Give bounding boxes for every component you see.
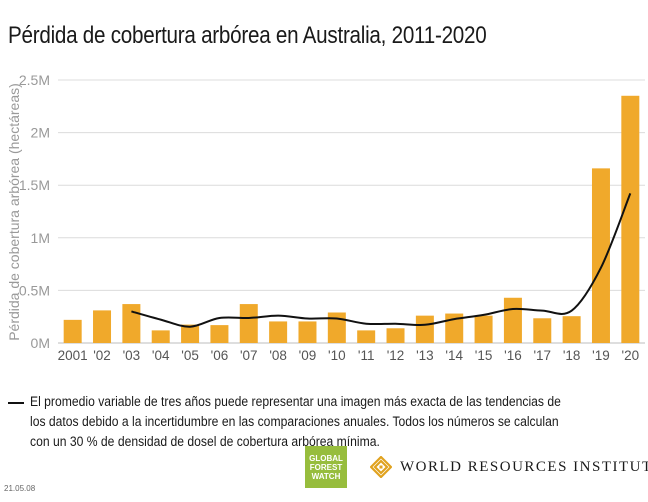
y-tick-label: 1.5M: [19, 177, 50, 193]
bar: [474, 315, 493, 343]
moving-average-line: [131, 193, 632, 328]
legend-text: El promedio variable de tres años puede …: [30, 394, 561, 449]
y-tick-label: 2M: [31, 125, 50, 141]
bar: [210, 325, 229, 343]
bar: [122, 304, 141, 343]
x-tick-label: '10: [328, 348, 346, 363]
chart-title: Pérdida de cobertura arbórea en Australi…: [8, 22, 487, 49]
bar: [357, 330, 376, 343]
x-tick-label: '15: [475, 348, 493, 363]
gfw-logo-line-3: WATCH: [311, 471, 341, 481]
wri-logo[interactable]: WORLD RESOURCES INSTITUTE: [370, 456, 648, 478]
x-tick-label: '11: [358, 348, 375, 363]
x-tick-label: '07: [240, 348, 258, 363]
bar: [269, 321, 288, 343]
x-tick-label: '04: [152, 348, 170, 363]
y-tick-label: 0M: [31, 335, 50, 351]
x-tick-label: '14: [445, 348, 463, 363]
y-tick-label: 0.5M: [19, 282, 50, 298]
x-tick-label: '16: [504, 348, 522, 363]
bar: [151, 330, 170, 343]
bar: [298, 321, 317, 343]
y-tick-label: 1M: [31, 230, 50, 246]
x-tick-label: '06: [211, 348, 229, 363]
x-tick-label: '12: [387, 348, 405, 363]
wri-logo-text: WORLD RESOURCES INSTITUTE: [400, 458, 648, 475]
x-tick-label: '13: [416, 348, 434, 363]
x-tick-label: '19: [592, 348, 610, 363]
gridlines: [58, 79, 645, 344]
x-tick-label: '20: [622, 348, 640, 363]
x-tick-label: '09: [299, 348, 317, 363]
bar: [562, 316, 581, 343]
bar: [93, 310, 112, 343]
y-axis-label: Pérdida de cobertura arbórea (hectáreas): [6, 83, 22, 341]
tree-cover-loss-chart: 0M 0.5M 1M 1.5M 2M 2.5M 2001 '02 '03 '04 '05 '06 '0…: [6, 72, 645, 363]
x-tick-label: 2001: [58, 348, 88, 363]
bar: [415, 315, 434, 343]
x-tick-label: '02: [93, 348, 111, 363]
bar-series: [63, 95, 640, 343]
bar: [386, 328, 405, 343]
wri-emblem-icon: [370, 456, 392, 478]
y-axis-ticks: 0M 0.5M 1M 1.5M 2M 2.5M: [19, 72, 50, 351]
bar: [63, 319, 82, 343]
bar: [503, 297, 522, 343]
bar: [327, 312, 346, 343]
date-stamp: 21.05.08: [4, 484, 36, 493]
x-tick-label: '08: [269, 348, 287, 363]
x-tick-label: '18: [563, 348, 581, 363]
global-forest-watch-logo[interactable]: GLOBAL FOREST WATCH: [305, 446, 347, 488]
bar: [533, 318, 552, 343]
gfw-logo-line-1: GLOBAL: [309, 453, 343, 463]
x-axis-ticks: 2001 '02 '03 '04 '05 '06 '07 '08 '09 '10 '11 '12 '13…: [58, 348, 639, 363]
bar: [239, 304, 258, 343]
x-tick-label: '05: [181, 348, 199, 363]
y-tick-label: 2.5M: [19, 72, 50, 88]
gfw-logo-line-2: FOREST: [309, 462, 343, 472]
legend-line-swatch: [8, 402, 24, 404]
x-tick-label: '03: [123, 348, 141, 363]
bar: [621, 95, 640, 343]
bar: [591, 168, 610, 343]
x-tick-label: '17: [533, 348, 551, 363]
bar: [181, 324, 200, 343]
